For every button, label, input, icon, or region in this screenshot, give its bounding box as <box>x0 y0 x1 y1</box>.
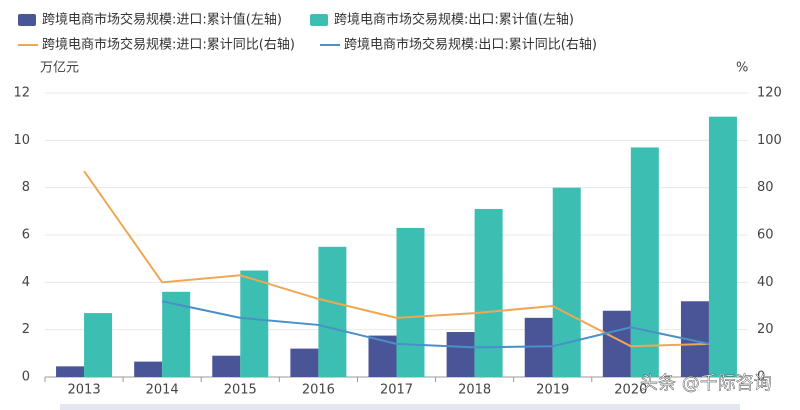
bar <box>134 361 163 377</box>
watermark: 头条 @千际咨询 <box>640 373 772 394</box>
bar <box>396 227 425 377</box>
y-tick-label: 2 <box>22 322 30 337</box>
bar <box>708 116 737 378</box>
x-tick-label: 2020 <box>614 383 647 398</box>
y-tick-label: 12 <box>13 86 30 101</box>
legend-label: 跨境电商市场交易规模:出口:累计同比(右轴) <box>344 37 597 53</box>
y2-axis-title: % <box>736 61 748 76</box>
bar <box>56 366 85 377</box>
legend-marker <box>18 14 36 26</box>
y2-tick-label: 20 <box>757 322 774 337</box>
x-tick-label: 2017 <box>380 383 413 398</box>
y-tick-label: 0 <box>22 370 30 385</box>
legend-label: 跨境电商市场交易规模:进口:累计值(左轴) <box>42 12 282 28</box>
y2-tick-label: 60 <box>757 228 774 243</box>
y2-tick-label: 120 <box>757 86 782 101</box>
y-tick-label: 4 <box>22 275 30 290</box>
legend-marker <box>310 14 328 26</box>
y-axis-title: 万亿元 <box>40 61 79 76</box>
x-tick-label: 2016 <box>302 383 335 398</box>
bar <box>368 335 397 377</box>
bar <box>290 348 319 377</box>
bar <box>240 270 269 377</box>
legend-label: 跨境电商市场交易规模:出口:累计值(左轴) <box>334 12 574 28</box>
scrollbar[interactable] <box>60 404 740 410</box>
x-tick-label: 2018 <box>458 383 491 398</box>
line <box>161 300 710 349</box>
bar <box>212 355 241 377</box>
x-tick-label: 2013 <box>68 383 101 398</box>
y-tick-label: 6 <box>22 228 30 243</box>
bar <box>474 208 503 377</box>
x-tick-label: 2014 <box>146 383 179 398</box>
y2-tick-label: 80 <box>757 180 774 195</box>
x-tick-label: 2015 <box>224 383 257 398</box>
y2-tick-label: 40 <box>757 275 774 290</box>
x-tick-label: 2019 <box>536 383 569 398</box>
bar <box>630 147 659 377</box>
legend-label: 跨境电商市场交易规模:进口:累计同比(右轴) <box>42 37 295 53</box>
bar <box>552 187 581 377</box>
y2-tick-label: 100 <box>757 133 782 148</box>
bar <box>446 332 475 377</box>
y-tick-label: 8 <box>22 180 30 195</box>
y2-tick-label: 0 <box>757 370 765 385</box>
bar <box>84 313 113 377</box>
y-tick-label: 10 <box>13 133 30 148</box>
bar <box>318 246 347 377</box>
